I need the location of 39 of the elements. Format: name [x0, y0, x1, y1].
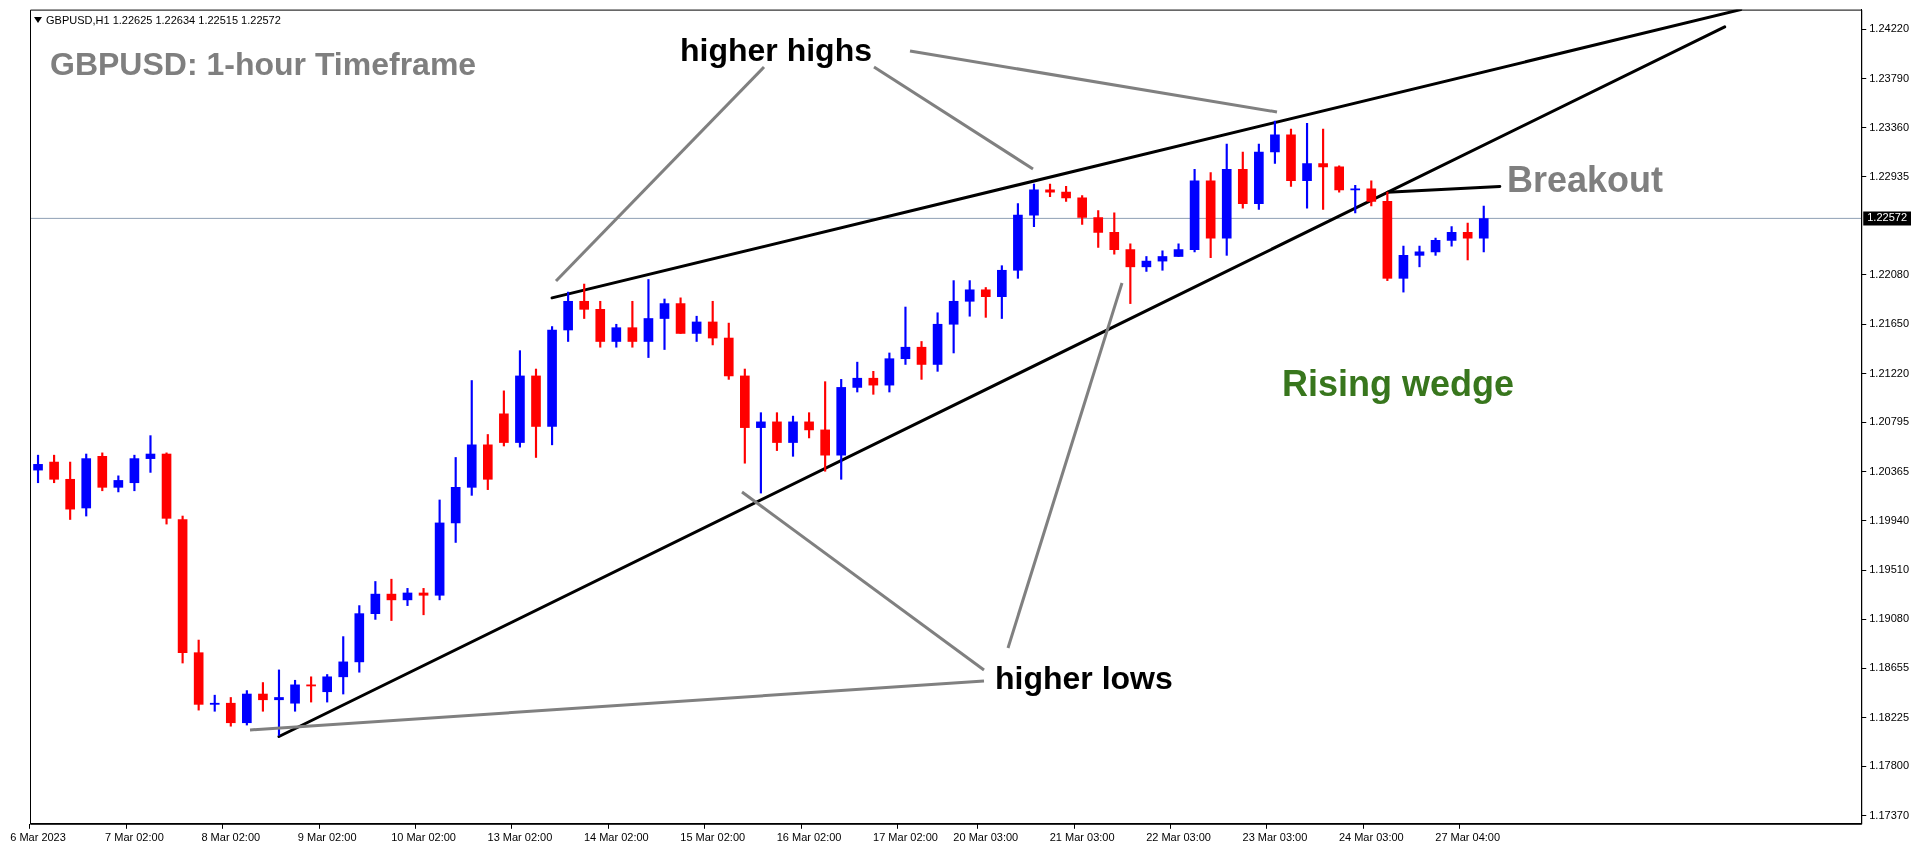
ref-line-label: 1.22572	[1867, 211, 1907, 224]
y-tick-label: 1.19080	[1869, 612, 1909, 625]
y-tick-label: 1.20795	[1869, 415, 1909, 428]
y-tick-label: 1.18655	[1869, 661, 1909, 674]
y-tick-label: 1.22080	[1869, 267, 1909, 280]
x-tick-label: 16 Mar 02:00	[776, 831, 842, 844]
x-tick-label: 24 Mar 03:00	[1338, 831, 1404, 844]
y-tick-label: 1.18225	[1869, 710, 1909, 723]
y-tick-label: 1.21220	[1869, 366, 1909, 379]
x-tick-label: 21 Mar 03:00	[1049, 831, 1115, 844]
x-tick-label: 7 Mar 02:00	[105, 831, 164, 844]
y-tick-label: 1.17800	[1869, 759, 1909, 772]
text: GBPUSD: 1-hour Timeframe	[50, 45, 477, 82]
x-tick-label: 10 Mar 02:00	[391, 831, 456, 844]
y-tick-label: 1.17370	[1869, 808, 1909, 821]
x-tick-label: 9 Mar 02:00	[297, 831, 357, 844]
x-tick-label: 17 Mar 02:00	[873, 831, 938, 844]
annotation: higher lows	[995, 660, 1173, 696]
x-tick-label: 13 Mar 02:00	[487, 831, 553, 844]
y-tick-label: 1.22935	[1869, 169, 1909, 182]
y-tick-label: 1.20365	[1869, 464, 1909, 477]
x-tick-label: 23 Mar 03:00	[1242, 831, 1308, 844]
annotation: higher highs	[680, 32, 872, 68]
annotation: GBPUSD,H1 1.22625 1.22634 1.22515 1.22572	[46, 14, 281, 26]
y-tick-label: 1.23790	[1869, 71, 1909, 84]
x-tick-label: 15 Mar 02:00	[680, 831, 746, 844]
x-tick-label: 20 Mar 03:00	[953, 831, 1019, 844]
x-tick-label: 14 Mar 02:00	[583, 831, 649, 844]
y-tick-label: 1.23360	[1869, 120, 1909, 133]
y-tick-label: 1.19510	[1869, 563, 1909, 576]
x-tick-label: 6 Mar 2023	[10, 831, 66, 844]
annotation: Breakout	[1507, 159, 1664, 200]
y-tick-label: 1.21650	[1869, 317, 1909, 330]
x-tick-label: 27 Mar 04:00	[1435, 831, 1501, 844]
annotation: Rising wedge	[1282, 363, 1515, 404]
y-tick-label: 1.19940	[1869, 513, 1909, 526]
y-tick-label: 1.24220	[1869, 22, 1909, 35]
x-tick-label: 22 Mar 03:00	[1146, 831, 1211, 844]
x-tick-label: 8 Mar 02:00	[201, 831, 261, 844]
